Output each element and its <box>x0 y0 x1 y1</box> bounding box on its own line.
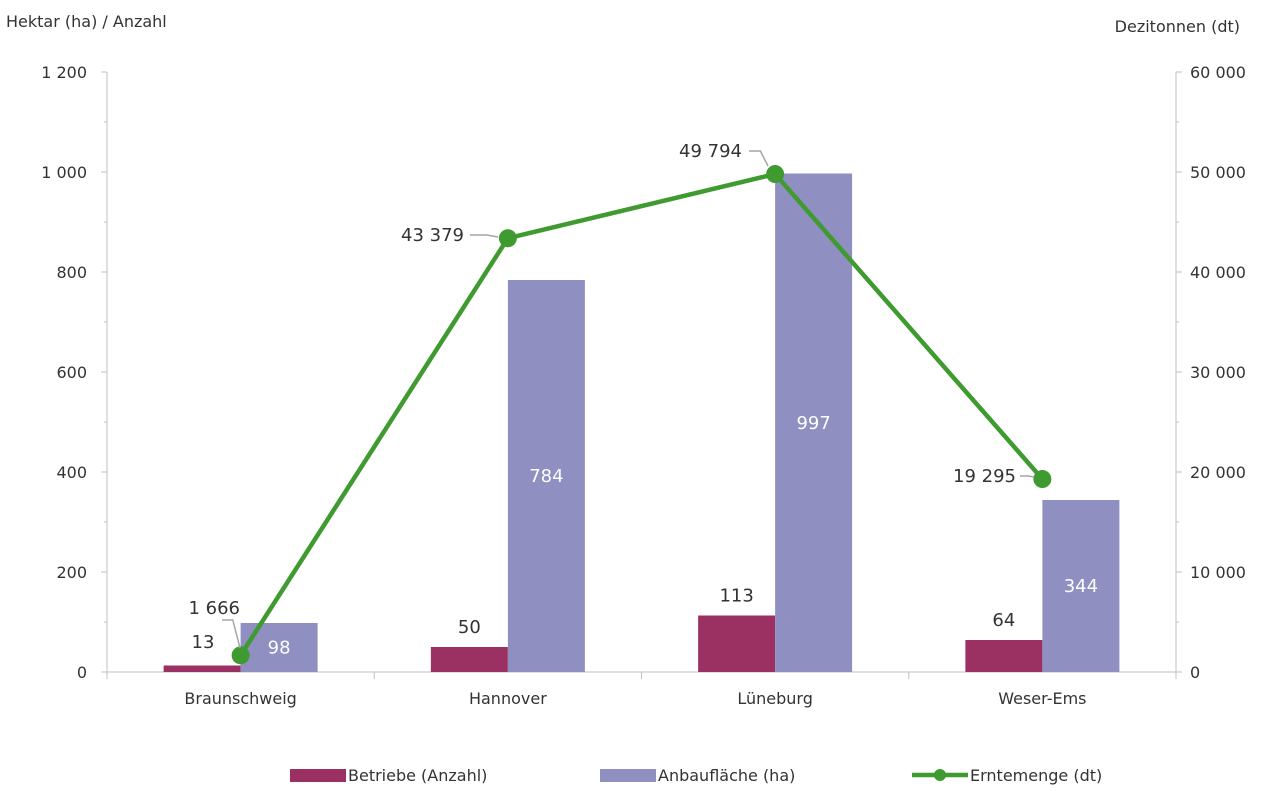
x-tick-label: Weser-Ems <box>998 689 1086 708</box>
y-right-tick-label: 10 000 <box>1190 563 1246 582</box>
bar-anbauflaeche <box>1042 500 1120 672</box>
line-point-erntemenge <box>231 646 250 665</box>
x-tick-label: Hannover <box>469 689 547 708</box>
line-erntemenge <box>238 171 1045 657</box>
labels-layer: 13 50 113 64 98 784 997 344 1 666 43 379 49 794 19 … <box>188 141 1098 659</box>
line-label-leader <box>749 150 769 167</box>
line-label-erntemenge: 1 666 <box>188 598 240 619</box>
line-point-erntemenge <box>766 165 785 184</box>
bar-betriebe <box>430 647 508 672</box>
bar-label-anbauflaeche: 997 <box>796 413 830 434</box>
bar-betriebe <box>965 640 1043 672</box>
y-left-axis-title: Hektar (ha) / Anzahl <box>6 12 167 31</box>
line-label-leader <box>222 619 241 649</box>
y-left-tick-label: 800 <box>56 263 87 282</box>
bar-anbauflaeche <box>507 280 585 672</box>
line-point-erntemenge <box>498 229 517 248</box>
legend-label: Erntemenge (dt) <box>970 766 1102 785</box>
line-label-leader <box>470 234 499 238</box>
y-right-tick-label: 50 000 <box>1190 163 1246 182</box>
legend-swatch <box>600 769 656 782</box>
y-left-tick-label: 0 <box>77 663 87 682</box>
y-right-tick-label: 30 000 <box>1190 363 1246 382</box>
legend-layer: Betriebe (Anzahl) Anbaufläche (ha) Ernteme… <box>290 766 1102 785</box>
x-tick-label: Lüneburg <box>737 689 813 708</box>
bar-label-betriebe: 50 <box>458 617 481 638</box>
legend-marker <box>934 769 946 781</box>
bar-label-anbauflaeche: 784 <box>529 466 563 487</box>
y-right-tick-label: 40 000 <box>1190 263 1246 282</box>
line-label-leader <box>1020 475 1035 478</box>
y-left-tick-label: 1 200 <box>41 63 87 82</box>
line-label-erntemenge: 49 794 <box>679 141 742 162</box>
y-left-tick-label: 400 <box>56 463 87 482</box>
bar-label-anbauflaeche: 98 <box>268 638 291 659</box>
line-layer <box>231 165 1052 665</box>
bars-layer <box>163 173 1120 672</box>
bar-betriebe <box>163 665 241 672</box>
x-tick-label: Braunschweig <box>184 689 296 708</box>
y-right-tick-label: 20 000 <box>1190 463 1246 482</box>
axes-layer: 0 200 400 600 800 1 000 1 200 0 10 000 20 000 30 0… <box>6 12 1246 708</box>
y-right-axis-title: Dezitonnen (dt) <box>1115 17 1240 36</box>
line-label-erntemenge: 43 379 <box>401 225 464 246</box>
bar-anbauflaeche <box>775 173 853 672</box>
y-right-tick-label: 60 000 <box>1190 63 1246 82</box>
bar-label-betriebe: 113 <box>719 586 753 607</box>
legend-label: Betriebe (Anzahl) <box>348 766 487 785</box>
bar-label-betriebe: 13 <box>192 632 215 653</box>
line-label-erntemenge: 19 295 <box>953 466 1016 487</box>
y-left-tick-label: 200 <box>56 563 87 582</box>
y-left-tick-label: 600 <box>56 363 87 382</box>
y-right-tick-label: 0 <box>1190 663 1200 682</box>
bar-label-anbauflaeche: 344 <box>1064 576 1098 597</box>
y-left-tick-label: 1 000 <box>41 163 87 182</box>
bar-label-betriebe: 64 <box>992 610 1015 631</box>
bar-betriebe <box>698 615 776 672</box>
legend-swatch <box>290 769 346 782</box>
line-point-erntemenge <box>1033 470 1052 489</box>
legend-label: Anbaufläche (ha) <box>658 766 795 785</box>
